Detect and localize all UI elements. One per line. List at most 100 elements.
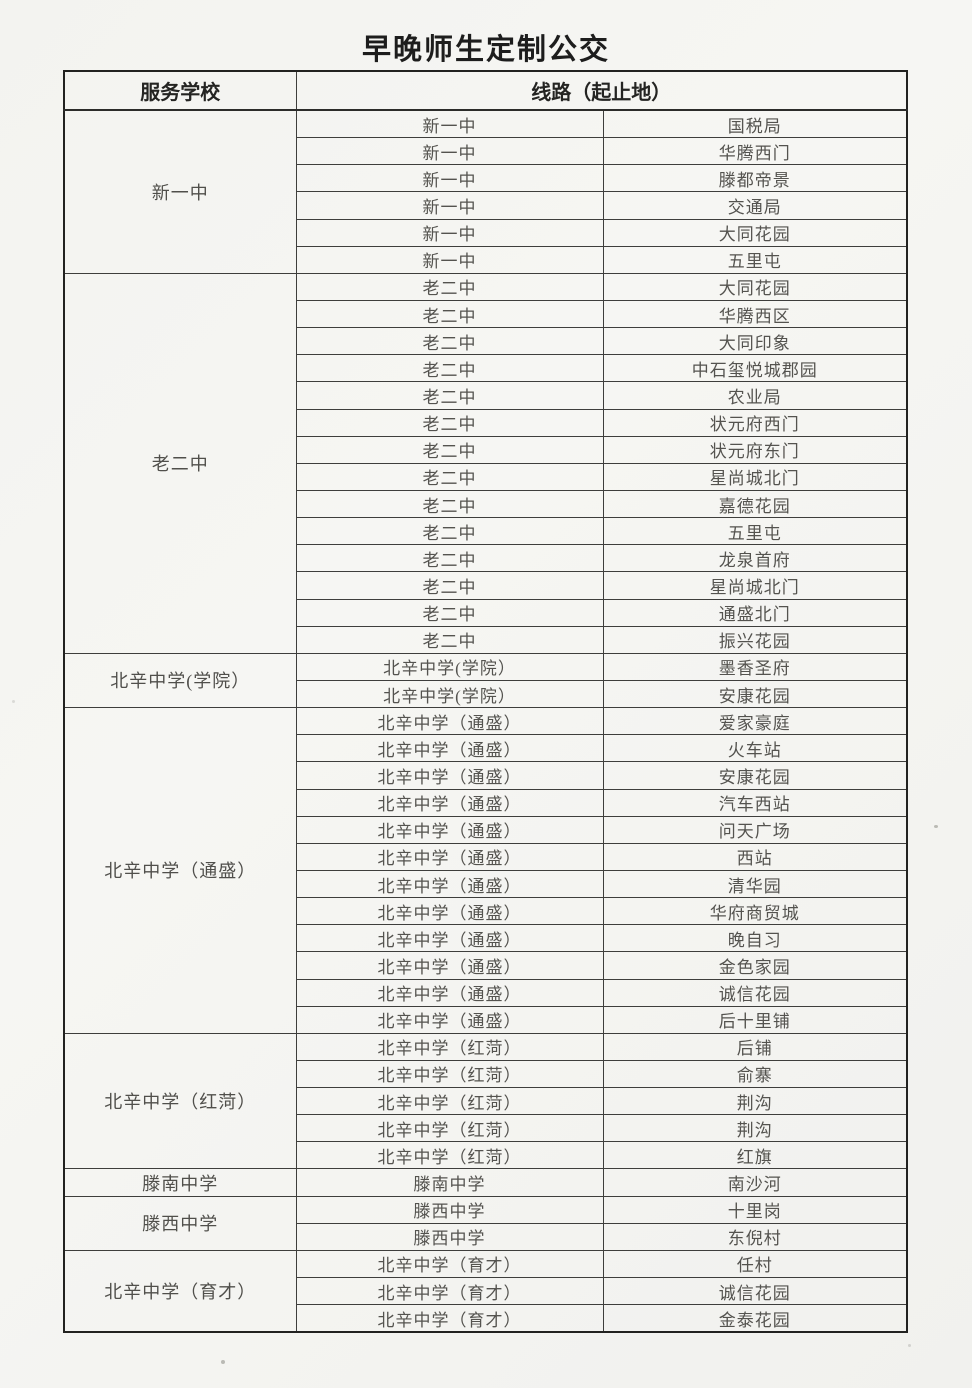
scan-speck	[221, 1360, 225, 1364]
school-cell: 新一中	[63, 109, 297, 274]
bus-table-body: 新一中 新一中 国税局 新一中 华腾西门 新一中 滕都帝景 新一中 交通局 新一中 大同花园 新一中五…	[63, 109, 908, 1333]
table-row: 老二中 中石玺悦城郡园	[64, 354, 908, 383]
route-origin-cell: 北辛中学（通盛）	[295, 788, 604, 817]
route-origin-cell: 北辛中学（通盛）	[295, 842, 604, 871]
scan-speck	[934, 825, 938, 828]
route-origin-cell: 北辛中学（通盛）	[295, 707, 604, 736]
route-origin-cell: 老二中	[295, 354, 604, 383]
table-row: 老二中 通盛北门	[64, 598, 908, 627]
route-origin-cell: 北辛中学（红菏）	[295, 1141, 604, 1170]
route-origin-cell: 北辛中学（通盛）	[295, 734, 604, 763]
route-origin-cell: 老二中	[295, 272, 604, 301]
route-destination-cell: 清华园	[602, 869, 908, 899]
route-destination-cell: 交通局	[602, 191, 908, 220]
route-origin-cell: 老二中	[295, 381, 604, 410]
route-origin-cell: 老二中	[295, 544, 604, 573]
route-origin-cell: 老二中	[295, 571, 604, 600]
route-destination-cell: 荆沟	[602, 1087, 908, 1116]
header-school: 服务学校	[63, 70, 297, 111]
route-destination-cell: 金泰花园	[602, 1304, 908, 1333]
table-row: 北辛中学（通盛） 北辛中学（通盛） 爱家豪庭	[63, 707, 908, 1034]
route-destination-cell: 后铺	[602, 1032, 908, 1061]
route-destination-cell: 安康花园	[602, 761, 908, 790]
route-destination-cell: 振兴花园	[602, 625, 908, 654]
route-destination-cell: 星尚城北门	[602, 462, 908, 491]
table-row: 北辛中学（红菏） 北辛中学（红菏） 后铺	[63, 1032, 908, 1170]
route-destination-cell: 西站	[602, 842, 908, 871]
route-origin-cell: 老二中	[295, 408, 604, 437]
table-header: 服务学校 线路（起止地）	[63, 70, 908, 111]
table-row: 北辛中学（通盛） 火车站	[64, 734, 908, 763]
route-origin-cell: 北辛中学（通盛）	[295, 1005, 604, 1034]
school-cell: 老二中	[63, 272, 297, 654]
route-destination-cell: 华府商贸城	[602, 897, 908, 926]
route-destination-cell: 五里屯	[602, 517, 908, 546]
table-row: 北辛中学（通盛） 金色家园	[64, 951, 908, 980]
route-origin-cell: 滕南中学	[295, 1168, 604, 1197]
route-origin-cell: 北辛中学（红菏）	[295, 1114, 604, 1143]
route-origin-cell: 老二中	[295, 517, 604, 546]
route-origin-cell: 新一中	[295, 137, 604, 166]
route-origin-cell: 北辛中学（通盛）	[295, 897, 604, 926]
school-cell: 滕西中学	[63, 1195, 297, 1251]
route-origin-cell: 北辛中学（育才）	[295, 1304, 604, 1333]
route-destination-cell: 东倪村	[602, 1222, 908, 1251]
scan-speck	[12, 700, 15, 703]
route-origin-cell: 北辛中学（育才）	[295, 1277, 604, 1306]
route-destination-cell: 状元府西门	[602, 408, 908, 437]
route-origin-cell: 北辛中学（通盛）	[295, 951, 604, 980]
route-origin-cell: 北辛中学（育才）	[295, 1249, 604, 1279]
route-destination-cell: 南沙河	[602, 1168, 908, 1197]
route-destination-cell: 后十里铺	[602, 1005, 908, 1034]
route-destination-cell: 安康花园	[602, 679, 908, 709]
route-origin-cell: 新一中	[295, 191, 604, 220]
school-cell: 北辛中学（通盛）	[63, 707, 297, 1034]
table-row: 北辛中学（通盛） 问天广场	[64, 815, 908, 844]
table-row: 北辛中学（育才） 北辛中学（育才） 任村	[63, 1249, 908, 1333]
school-cell: 北辛中学(学院）	[63, 652, 297, 709]
table-row: 老二中 星尚城北门	[64, 571, 908, 600]
route-origin-cell: 老二中	[295, 489, 604, 519]
route-origin-cell: 老二中	[295, 327, 604, 356]
route-destination-cell: 中石玺悦城郡园	[602, 354, 908, 383]
header-route: 线路（起止地）	[295, 70, 908, 111]
table-row: 新一中 华腾西门	[64, 137, 908, 166]
route-destination-cell: 任村	[602, 1249, 908, 1279]
school-cell: 北辛中学（红菏）	[63, 1032, 297, 1170]
table-row: 老二中 状元府东门	[64, 435, 908, 464]
table-row: 北辛中学(学院） 北辛中学(学院） 墨香圣府	[63, 652, 908, 709]
table-row: 北辛中学（通盛） 汽车西站	[64, 788, 908, 817]
route-origin-cell: 老二中	[295, 435, 604, 464]
route-destination-cell: 大同花园	[602, 272, 908, 301]
table-row: 滕西中学 滕西中学 十里岗	[63, 1195, 908, 1251]
route-destination-cell: 金色家园	[602, 951, 908, 980]
route-destination-cell: 大同花园	[602, 218, 908, 247]
route-origin-cell: 北辛中学(学院）	[295, 652, 604, 681]
route-origin-cell: 滕西中学	[295, 1195, 604, 1224]
table-row: 新一中 大同花园	[64, 218, 908, 247]
route-origin-cell: 新一中	[295, 164, 604, 193]
school-cell: 北辛中学（育才）	[63, 1249, 297, 1333]
table-row: 北辛中学（通盛） 华府商贸城	[64, 897, 908, 926]
table-row: 新一中 交通局	[64, 191, 908, 220]
route-destination-cell: 问天广场	[602, 815, 908, 844]
route-destination-cell: 红旗	[602, 1141, 908, 1170]
table-row: 北辛中学（通盛） 诚信花园	[64, 978, 908, 1007]
table-row: 老二中 五里屯	[64, 517, 908, 546]
school-cell: 滕南中学	[63, 1168, 297, 1197]
table-row: 滕南中学 滕南中学 南沙河	[63, 1168, 908, 1197]
table-row: 老二中 振兴花园	[64, 625, 908, 654]
route-destination-cell: 汽车西站	[602, 788, 908, 817]
route-destination-cell: 华腾西区	[602, 299, 908, 329]
route-origin-cell: 北辛中学（通盛）	[295, 761, 604, 790]
table-row: 老二中 老二中 大同花园	[63, 272, 908, 654]
route-destination-cell: 状元府东门	[602, 435, 908, 464]
route-origin-cell: 老二中	[295, 598, 604, 627]
route-origin-cell: 滕西中学	[295, 1222, 604, 1251]
route-destination-cell: 滕都帝景	[602, 164, 908, 193]
table-row: 北辛中学（通盛） 西站	[64, 842, 908, 871]
header-row: 服务学校 线路（起止地）	[63, 70, 908, 111]
route-destination-cell: 晚自习	[602, 924, 908, 953]
route-destination-cell: 农业局	[602, 381, 908, 410]
